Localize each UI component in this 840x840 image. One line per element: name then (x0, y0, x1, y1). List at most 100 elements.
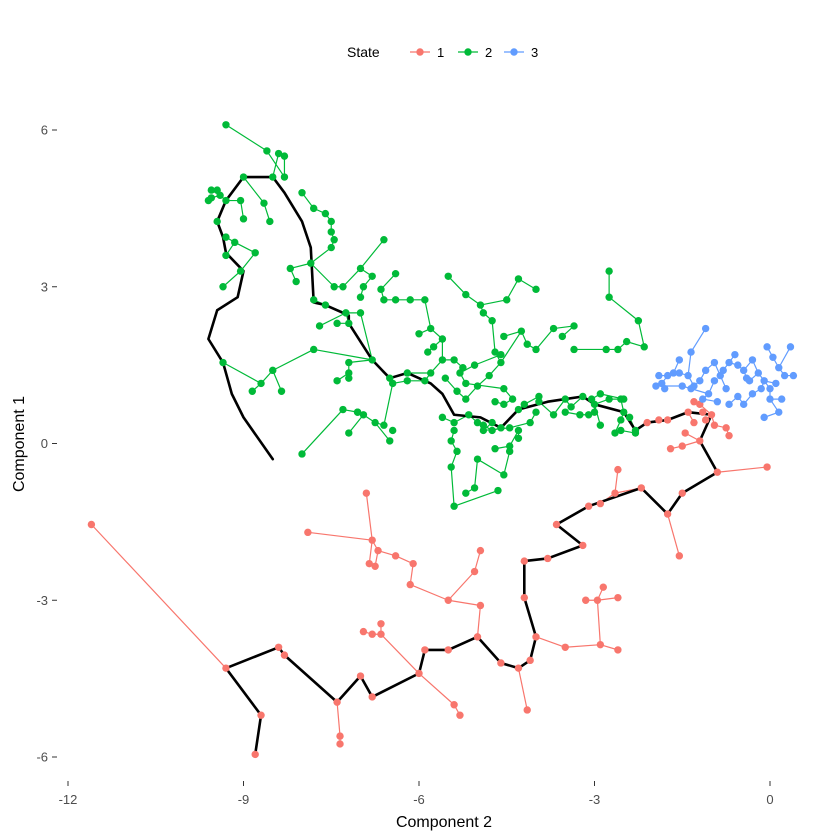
series-2-point (327, 243, 335, 252)
x-axis: -12 -9 -6 -3 0 (59, 781, 774, 807)
series-2-edge (239, 252, 256, 272)
series-2-point (327, 228, 335, 236)
series-2-point (403, 377, 411, 385)
series-2-point (497, 350, 505, 359)
series-2-point (368, 272, 376, 280)
series-2-point (470, 361, 479, 369)
series-2-edge (318, 312, 347, 327)
series-2-point (260, 199, 268, 207)
x-axis-title: Component 2 (396, 814, 492, 831)
series-3-point (775, 364, 783, 372)
series-3-point (710, 358, 719, 367)
series-2-edge (424, 299, 432, 330)
series-2-point (532, 285, 540, 294)
series-2-point (222, 233, 230, 241)
series-2-point (424, 348, 432, 356)
series-2-point (453, 387, 461, 395)
series-2-point (339, 283, 347, 291)
series-1-point (406, 580, 414, 589)
series-2-point (605, 395, 613, 403)
series-2-point (488, 418, 496, 427)
series-1-point (763, 463, 771, 471)
series-2-point (625, 413, 634, 422)
series-1-point (362, 489, 371, 497)
series-2-point (388, 379, 397, 388)
series-2-point (470, 484, 479, 492)
series-1-point (552, 520, 561, 529)
series-2-point (450, 418, 458, 427)
series-2-point (231, 238, 239, 247)
series-1-edge (535, 636, 566, 648)
series-2-point (514, 405, 523, 414)
series-2-edge (348, 359, 373, 364)
series-2-point (447, 463, 455, 471)
series-2-point (266, 217, 274, 226)
series-2-point (473, 418, 482, 427)
series-2-point (391, 296, 400, 304)
series-1-point (514, 664, 523, 672)
series-2-edge (222, 361, 262, 385)
series-2-point (617, 416, 625, 424)
series-2-point (514, 275, 523, 283)
series-1-point (544, 554, 552, 563)
y-tick-label: 6 (41, 123, 48, 138)
series-2-point (441, 374, 450, 382)
series-2-edge (234, 241, 256, 254)
series-1-point (713, 468, 722, 476)
series-2-point (602, 345, 610, 354)
legend-label: 1 (437, 45, 444, 60)
series-3-point (684, 371, 692, 380)
series-2-point (462, 379, 470, 388)
series-2-point (479, 426, 488, 435)
series-1-point (701, 416, 710, 424)
series-2-point (503, 296, 511, 304)
series-2-point (491, 398, 499, 406)
series-3-point (719, 366, 727, 375)
series-1-point (87, 520, 96, 529)
series-2-point (315, 322, 324, 330)
series-1-point (497, 659, 505, 667)
series-2-point (353, 408, 362, 416)
series-2-point (298, 189, 306, 197)
series-3-point (725, 358, 733, 367)
series-2-point (570, 322, 578, 330)
series-2-edge (506, 278, 520, 301)
series-3-point (687, 348, 695, 356)
series-2-point (292, 277, 300, 286)
series-1-point (675, 552, 684, 560)
legend-label: 3 (531, 45, 538, 60)
points-layer (87, 121, 798, 759)
series-2-point (371, 418, 379, 427)
series-2-point (330, 283, 338, 291)
series-2-point (497, 424, 505, 432)
series-3-point (769, 353, 777, 361)
series-2-point (500, 332, 508, 341)
series-1-point (336, 732, 344, 740)
series-2-point (473, 382, 482, 390)
series-3-point (780, 371, 789, 380)
series-2-point (488, 426, 496, 435)
y-tick-label: 0 (41, 436, 48, 451)
series-2-edge (272, 348, 315, 371)
series-1-point (532, 633, 540, 641)
series-2-point (505, 447, 514, 456)
series-1-point (377, 630, 385, 638)
series-2-point (497, 358, 505, 367)
legend-key-point (510, 48, 518, 56)
series-3-edge (690, 327, 707, 353)
series-1-edge (307, 531, 373, 541)
series-1-edge (667, 513, 680, 557)
legend: State 1 2 3 (347, 44, 538, 60)
series-2-point (403, 369, 411, 377)
series-3-point (739, 366, 748, 375)
series-1-point (421, 646, 429, 654)
x-tick-label: -9 (238, 792, 250, 807)
series-2-point (462, 489, 470, 497)
series-2-point (204, 196, 213, 205)
series-2-edge (222, 270, 242, 288)
series-3-point (731, 350, 739, 359)
series-2-edge (482, 427, 511, 432)
legend-items: 1 2 3 (410, 45, 538, 60)
series-2-point (277, 387, 286, 395)
series-2-point (222, 121, 230, 129)
